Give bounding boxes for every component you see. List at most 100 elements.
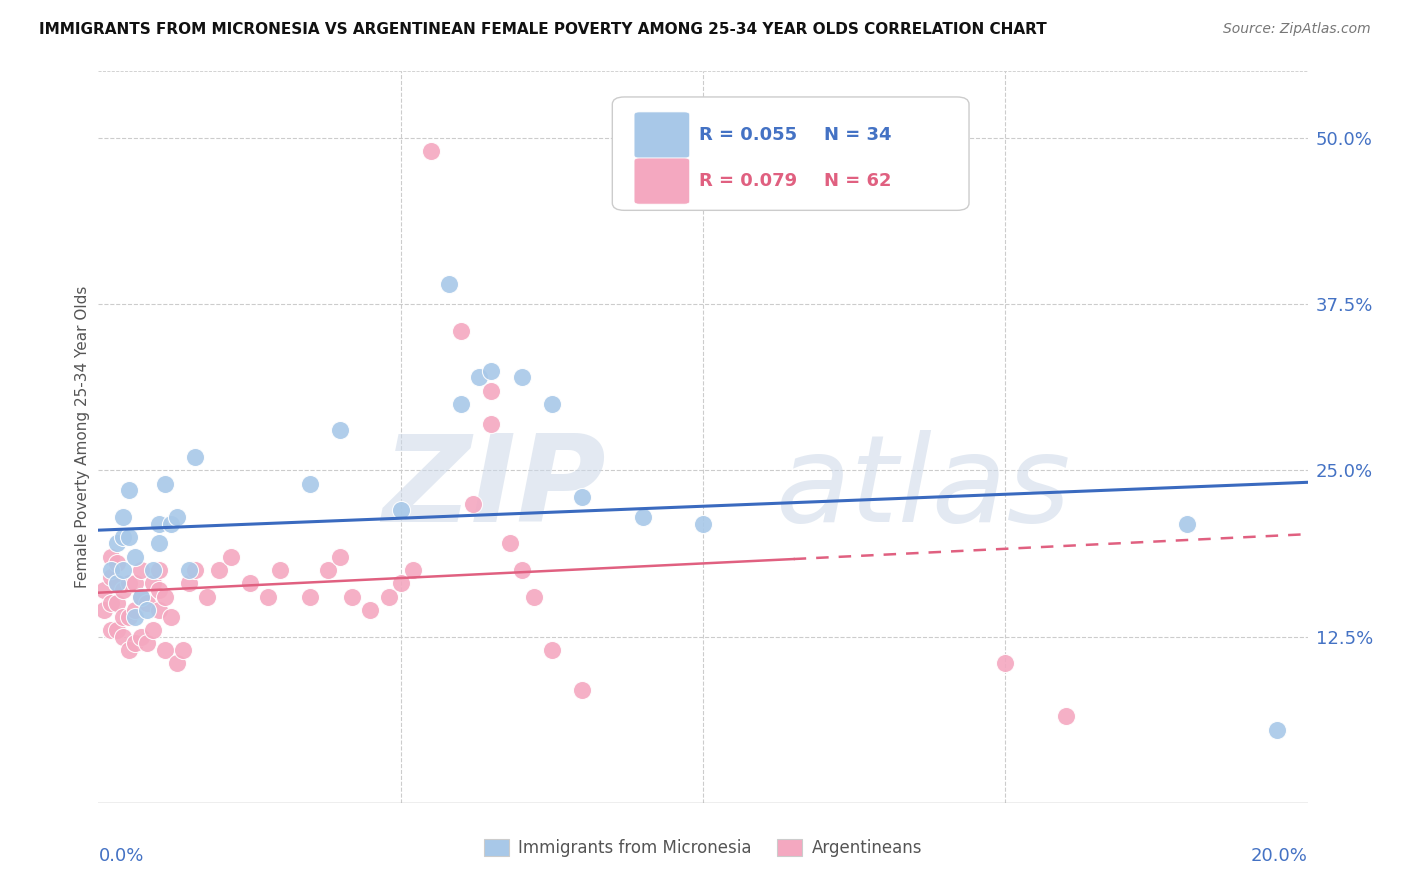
Point	[124, 576, 146, 591]
Point	[389, 576, 412, 591]
Point	[1054, 709, 1077, 723]
Point	[153, 643, 176, 657]
Text: N = 62: N = 62	[824, 172, 891, 190]
Point	[124, 603, 146, 617]
Point	[105, 623, 128, 637]
Point	[111, 530, 134, 544]
Point	[540, 643, 562, 657]
Point	[481, 363, 503, 377]
Point	[389, 503, 412, 517]
Point	[105, 576, 128, 591]
Point	[377, 590, 399, 604]
Point	[221, 549, 243, 564]
Point	[184, 563, 207, 577]
Point	[124, 549, 146, 564]
Point	[316, 563, 339, 577]
Point	[111, 509, 134, 524]
Text: Source: ZipAtlas.com: Source: ZipAtlas.com	[1223, 22, 1371, 37]
FancyBboxPatch shape	[634, 112, 690, 158]
Point	[135, 636, 157, 650]
Text: R = 0.079: R = 0.079	[699, 172, 797, 190]
Text: atlas: atlas	[776, 430, 1071, 547]
Point	[329, 424, 352, 438]
Point	[129, 630, 152, 644]
Point	[105, 596, 128, 610]
Point	[148, 563, 170, 577]
Point	[463, 497, 485, 511]
Point	[105, 557, 128, 571]
Point	[160, 609, 183, 624]
Point	[111, 630, 134, 644]
Point	[105, 576, 128, 591]
Point	[105, 536, 128, 550]
Point	[571, 490, 593, 504]
Point	[184, 450, 207, 464]
Point	[111, 609, 134, 624]
Point	[100, 623, 122, 637]
Point	[118, 530, 141, 544]
Point	[135, 603, 157, 617]
Point	[153, 476, 176, 491]
Point	[510, 563, 533, 577]
Point	[148, 603, 170, 617]
Point	[142, 576, 165, 591]
Point	[148, 516, 170, 531]
Point	[129, 590, 152, 604]
Text: N = 34: N = 34	[824, 126, 891, 144]
Y-axis label: Female Poverty Among 25-34 Year Olds: Female Poverty Among 25-34 Year Olds	[75, 286, 90, 588]
Point	[402, 563, 425, 577]
Point	[631, 509, 654, 524]
Point	[166, 656, 188, 670]
Point	[269, 563, 291, 577]
Point	[208, 563, 231, 577]
Point	[111, 563, 134, 577]
Point	[129, 563, 152, 577]
Point	[142, 623, 165, 637]
Point	[510, 370, 533, 384]
Point	[118, 643, 141, 657]
FancyBboxPatch shape	[613, 97, 969, 211]
Text: R = 0.055: R = 0.055	[699, 126, 797, 144]
Point	[142, 563, 165, 577]
Point	[498, 536, 520, 550]
Point	[118, 609, 141, 624]
Text: IMMIGRANTS FROM MICRONESIA VS ARGENTINEAN FEMALE POVERTY AMONG 25-34 YEAR OLDS C: IMMIGRANTS FROM MICRONESIA VS ARGENTINEA…	[39, 22, 1047, 37]
Point	[540, 397, 562, 411]
Point	[692, 516, 714, 531]
Point	[481, 417, 503, 431]
Point	[437, 277, 460, 292]
Point	[160, 516, 183, 531]
Point	[124, 636, 146, 650]
Point	[299, 476, 322, 491]
Point	[111, 582, 134, 597]
Point	[523, 590, 546, 604]
Point	[100, 596, 122, 610]
Point	[100, 549, 122, 564]
Text: ZIP: ZIP	[382, 430, 606, 547]
Point	[994, 656, 1017, 670]
Point	[100, 563, 122, 577]
Point	[1267, 723, 1289, 737]
Point	[100, 570, 122, 584]
Point	[148, 582, 170, 597]
Text: 20.0%: 20.0%	[1251, 847, 1308, 864]
Point	[239, 576, 262, 591]
Point	[1175, 516, 1198, 531]
Point	[450, 324, 472, 338]
Point	[118, 483, 141, 498]
Point	[481, 384, 503, 398]
Point	[360, 603, 382, 617]
Point	[571, 682, 593, 697]
Point	[129, 590, 152, 604]
Point	[172, 643, 194, 657]
Point	[329, 549, 352, 564]
Point	[93, 603, 115, 617]
Text: 0.0%: 0.0%	[98, 847, 143, 864]
Point	[93, 582, 115, 597]
Point	[299, 590, 322, 604]
Point	[468, 370, 491, 384]
Point	[195, 590, 218, 604]
Point	[256, 590, 278, 604]
Point	[166, 509, 188, 524]
Point	[124, 609, 146, 624]
